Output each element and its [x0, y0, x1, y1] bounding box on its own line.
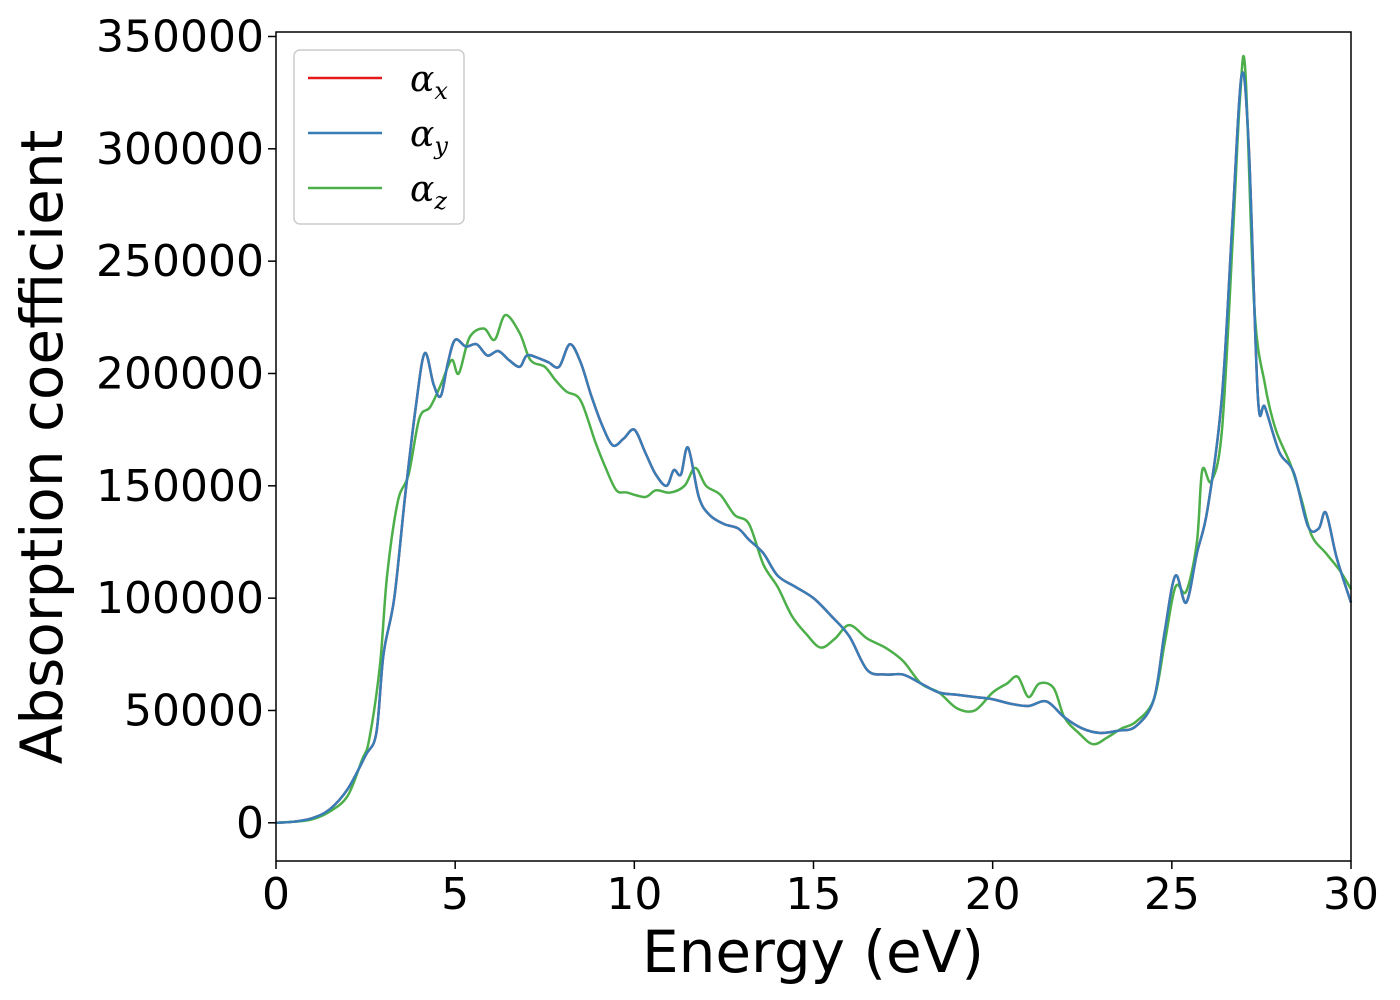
y-tick-label: 100000	[96, 573, 264, 624]
x-tick-label: 5	[441, 869, 469, 920]
legend-items: αx αy αz	[308, 59, 448, 215]
y-tick-label: 200000	[96, 348, 264, 399]
x-axis-title: Energy (eV)	[642, 918, 984, 986]
x-tick-label: 25	[1144, 869, 1200, 920]
x-tick-label: 20	[965, 869, 1021, 920]
x-axis-ticks: 0 5 10 15 20 25 30	[262, 861, 1379, 920]
x-tick-label: 30	[1323, 869, 1379, 920]
legend-box	[293, 49, 465, 225]
y-tick-label: 50000	[124, 685, 264, 736]
series-layer	[275, 54, 1353, 825]
x-tick-label: 15	[786, 869, 842, 920]
y-tick-label: 0	[236, 798, 264, 849]
x-tick-label: 0	[262, 869, 290, 920]
y-tick-label: 250000	[96, 236, 264, 287]
y-axis-title: Absorption coefficient	[8, 130, 76, 765]
x-tick-label: 10	[606, 869, 662, 920]
y-tick-label: 300000	[96, 124, 264, 175]
legend-label-y: αy	[410, 114, 448, 160]
legend-label-z: αz	[410, 169, 447, 215]
legend: αx αy αz	[293, 49, 465, 225]
legend-label-x: αx	[410, 59, 448, 105]
y-axis-ticks: 0 50000 100000 150000 200000 250000 300000 3500…	[96, 11, 276, 849]
y-tick-label: 350000	[96, 11, 264, 62]
y-tick-label: 150000	[96, 461, 264, 512]
series-line-alpha-y	[275, 71, 1353, 825]
series-line-alpha-z	[275, 54, 1353, 825]
